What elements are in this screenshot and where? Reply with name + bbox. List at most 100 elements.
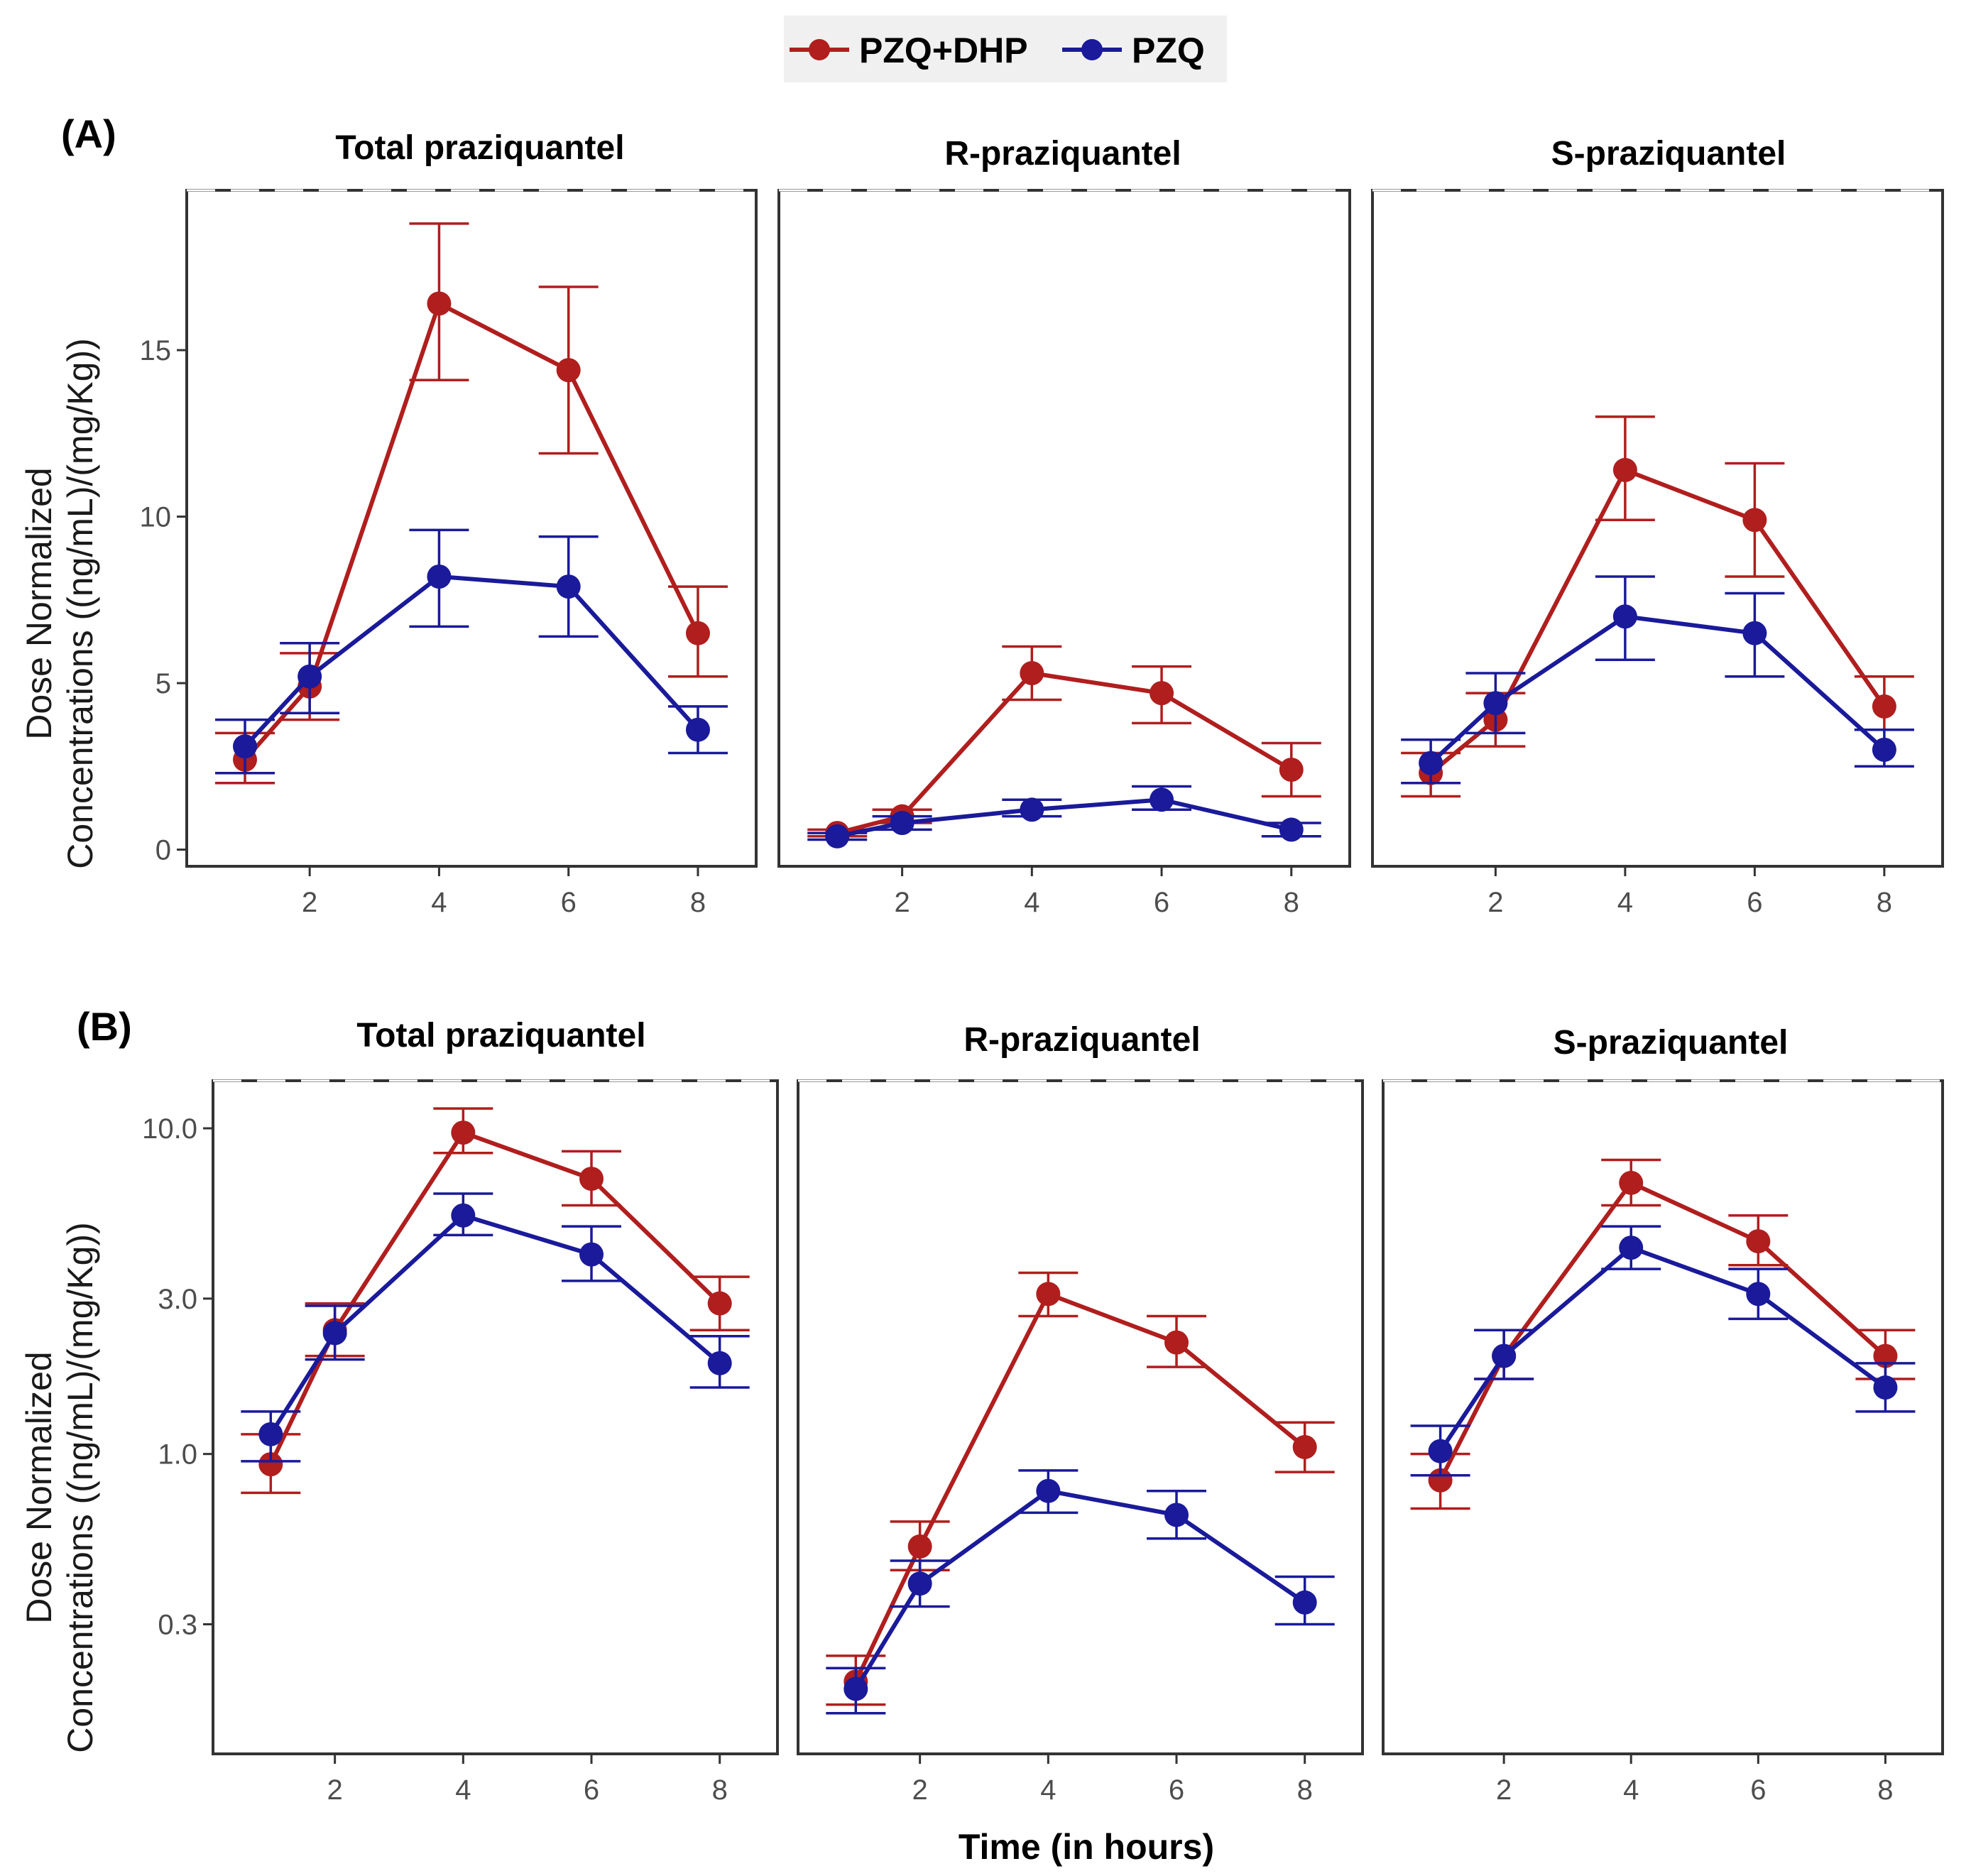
panel-b-2: R-praziquantel 2 4 6 8 <box>797 1021 1364 1806</box>
data-point <box>1742 621 1767 645</box>
y-tick-label: 10.0 <box>142 1113 197 1145</box>
data-point <box>556 574 581 599</box>
data-point <box>1150 787 1174 812</box>
data-point <box>297 664 322 689</box>
panel-title: S-praziquantel <box>1554 1024 1789 1062</box>
x-tick-label: 2 <box>1487 887 1503 918</box>
x-tick-label: 6 <box>1154 887 1169 918</box>
y-axis-title-a-line1: Dose Normalized <box>19 467 59 739</box>
panel-frame <box>1382 1079 1944 1755</box>
data-point <box>890 811 914 836</box>
data-point <box>451 1203 476 1228</box>
data-point <box>1020 797 1044 822</box>
panel-title: Total praziquantel <box>335 129 624 167</box>
panel-frame <box>1371 189 1944 868</box>
data-point <box>1492 1343 1517 1368</box>
panel-title: S-praziquantel <box>1551 135 1786 173</box>
data-point <box>451 1120 476 1145</box>
y-axis-title-b-line2: Concentrations ((ng/mL)/(mg/Kg)) <box>60 1222 100 1752</box>
series-pzq <box>1410 1225 1916 1477</box>
series-pzq-dhp <box>1401 415 1914 798</box>
x-tick-label: 6 <box>1169 1774 1184 1806</box>
x-tick-label: 8 <box>712 1774 728 1806</box>
y-axis-title-a: Dose Normalized Concentrations ((ng/mL)/… <box>19 338 100 868</box>
data-point <box>427 291 452 316</box>
data-point <box>1872 737 1896 762</box>
x-tick-label: 6 <box>584 1774 599 1806</box>
data-point <box>579 1167 604 1191</box>
data-point <box>1483 691 1508 716</box>
panel-b-3: S-praziquantel 2 4 6 8 <box>1382 1024 1944 1806</box>
x-tick-label: 2 <box>1496 1774 1512 1806</box>
x-tick-label: 6 <box>1750 1774 1766 1806</box>
y-tick-label: 10 <box>140 502 172 533</box>
data-point <box>1619 1170 1644 1195</box>
series-pzq-dhp <box>215 222 728 785</box>
data-point <box>1020 661 1044 685</box>
x-tick-label: 4 <box>1040 1774 1056 1806</box>
legend-item-pzq-dhp: PZQ+DHP <box>784 16 1057 82</box>
data-point <box>579 1242 604 1267</box>
panels: Total praziquantel 2 4 6 8 0 5 10 15 R-praziquant… <box>140 129 1944 1806</box>
panel-title: Total praziquantel <box>356 1017 645 1054</box>
x-tick-label: 2 <box>894 887 910 918</box>
x-axis-title: Time (in hours) <box>959 1827 1214 1867</box>
data-point <box>556 358 581 383</box>
panel-title: R-praziquantel <box>963 1021 1200 1059</box>
data-point <box>1279 758 1304 782</box>
series-pzq <box>807 785 1321 849</box>
y-tick-label: 0.3 <box>158 1609 197 1640</box>
x-tick-label: 6 <box>1747 887 1762 918</box>
y-axis-title-a-line2: Concentrations ((ng/mL)/(mg/Kg)) <box>60 338 100 868</box>
panel-frame <box>212 1079 779 1755</box>
data-point <box>1036 1282 1061 1307</box>
data-point <box>1746 1229 1771 1254</box>
x-tick-label: 4 <box>455 1774 471 1806</box>
row-label-b: (B) <box>77 1004 132 1049</box>
legend-label: PZQ <box>1132 31 1205 70</box>
legend: PZQ+DHP PZQ <box>784 16 1227 82</box>
x-tick-label: 8 <box>1297 1774 1313 1806</box>
panel-b-1: Total praziquantel 2 4 6 8 0.3 1.0 3.0 10.0 <box>142 1017 779 1806</box>
x-tick-label: 8 <box>690 887 706 918</box>
data-point <box>907 1571 932 1596</box>
data-point <box>825 824 850 849</box>
data-point <box>1292 1590 1317 1615</box>
data-point <box>258 1452 283 1477</box>
x-tick-label: 6 <box>561 887 577 918</box>
data-point <box>1872 694 1896 719</box>
data-point <box>1428 1439 1453 1463</box>
data-point <box>1036 1478 1061 1503</box>
y-tick-label: 3.0 <box>158 1284 197 1315</box>
series-pzq <box>1401 575 1914 785</box>
legend-label: PZQ+DHP <box>859 31 1028 70</box>
panel-frame <box>185 189 758 868</box>
y-tick-label: 1.0 <box>158 1439 197 1471</box>
data-point <box>707 1291 732 1316</box>
data-point <box>1292 1434 1317 1459</box>
row-label-a: (A) <box>61 111 116 156</box>
data-point <box>1279 817 1304 842</box>
panel-a-3: S-praziquantel 2 4 6 8 <box>1371 135 1944 918</box>
x-tick-label: 8 <box>1877 887 1892 918</box>
data-point <box>685 717 710 742</box>
y-tick-label: 5 <box>155 668 171 699</box>
data-point <box>1150 681 1174 706</box>
data-point <box>843 1676 868 1701</box>
data-point <box>233 734 258 759</box>
data-point <box>1746 1282 1771 1307</box>
legend-key-point <box>1081 39 1103 60</box>
x-tick-label: 4 <box>431 887 447 918</box>
data-point <box>1164 1503 1189 1527</box>
y-axis-title-b: Dose Normalized Concentrations ((ng/mL)/… <box>19 1222 100 1752</box>
data-point <box>427 565 452 589</box>
series-pzq <box>826 1469 1335 1715</box>
x-tick-label: 2 <box>327 1774 343 1806</box>
data-point <box>907 1534 932 1559</box>
data-point <box>322 1321 347 1346</box>
y-tick-label: 15 <box>140 335 172 366</box>
legend-key-point <box>809 39 830 60</box>
x-tick-label: 8 <box>1877 1774 1893 1806</box>
panel-title: R-praziquantel <box>944 135 1181 173</box>
